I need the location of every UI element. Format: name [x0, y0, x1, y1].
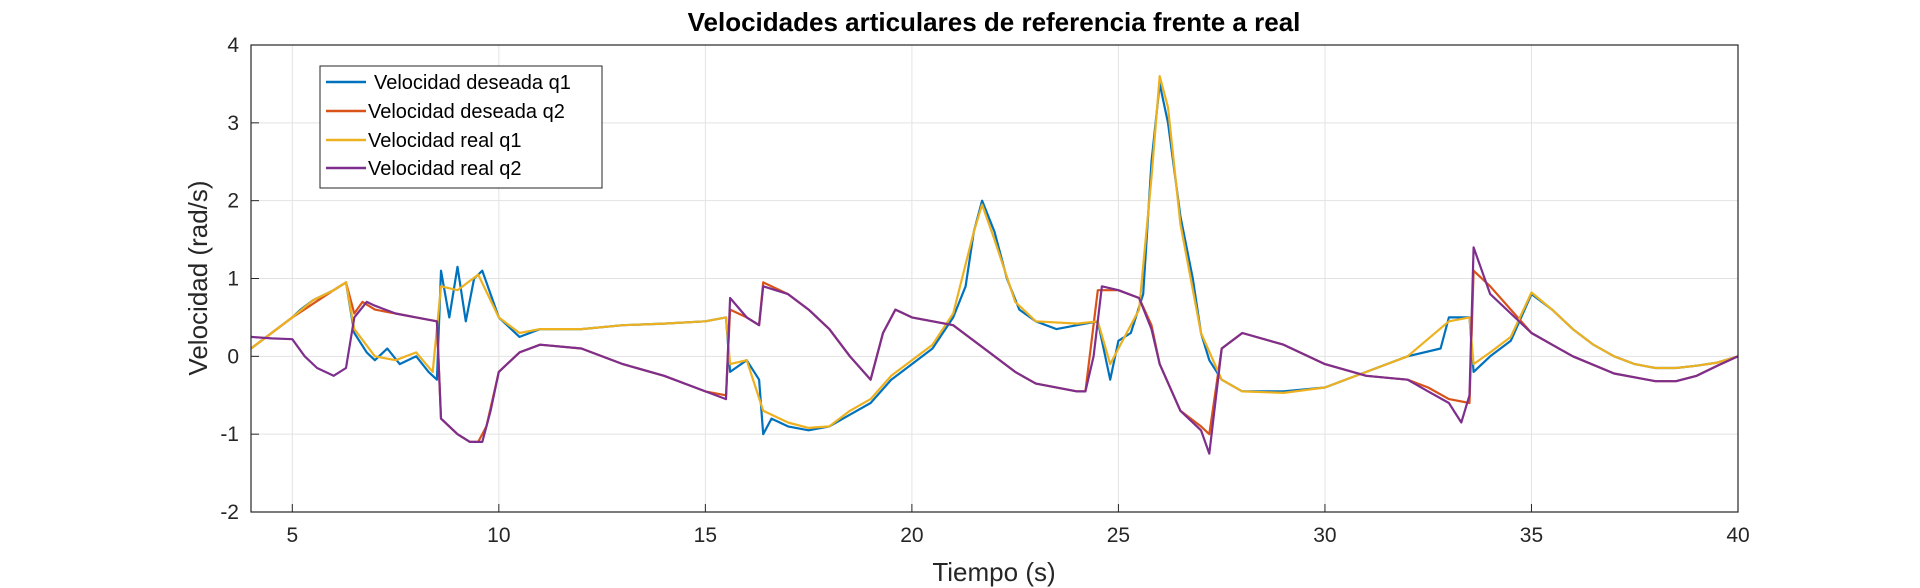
x-axis-ticks: 5 10 15 20 25 30 35 40	[286, 504, 1750, 547]
x-tick-label: 25	[1107, 524, 1130, 547]
y-axis-label: Velocidad (rad/s)	[183, 180, 213, 375]
series-line-4	[250, 246, 1739, 455]
y-tick-label: 0	[227, 345, 239, 368]
series-line-3	[250, 74, 1739, 429]
legend-label: Velocidad real q2	[368, 158, 521, 180]
y-tick-label: 2	[227, 190, 239, 213]
x-tick-label: 5	[286, 524, 298, 547]
y-tick-label: -1	[220, 423, 239, 446]
legend-label: Velocidad deseada q1	[374, 72, 571, 94]
chart-title: Velocidades articulares de referencia fr…	[688, 7, 1301, 37]
legend: Velocidad deseada q1 Velocidad deseada q…	[319, 65, 603, 189]
y-tick-label: -2	[220, 501, 239, 524]
plot-series	[250, 74, 1739, 455]
y-tick-label: 4	[227, 34, 239, 57]
x-tick-label: 15	[694, 524, 717, 547]
y-tick-label: 1	[227, 268, 239, 291]
legend-label: Velocidad deseada q2	[368, 101, 565, 123]
x-axis-label: Tiempo (s)	[932, 557, 1055, 587]
y-axis-ticks: -2 -1 0 1 2 3 4	[220, 34, 259, 524]
x-tick-label: 10	[487, 524, 510, 547]
legend-entry: Velocidad deseada q2	[326, 101, 565, 123]
legend-label: Velocidad real q1	[368, 130, 521, 152]
y-tick-label: 3	[227, 112, 239, 135]
x-tick-label: 30	[1313, 524, 1336, 547]
x-tick-label: 40	[1726, 524, 1749, 547]
x-tick-label: 35	[1520, 524, 1543, 547]
legend-entry: Velocidad deseada q1	[326, 72, 571, 94]
legend-entry: Velocidad real q1	[326, 130, 521, 152]
legend-entry: Velocidad real q2	[326, 158, 521, 180]
legend-box	[319, 65, 603, 189]
x-tick-label: 20	[900, 524, 923, 547]
